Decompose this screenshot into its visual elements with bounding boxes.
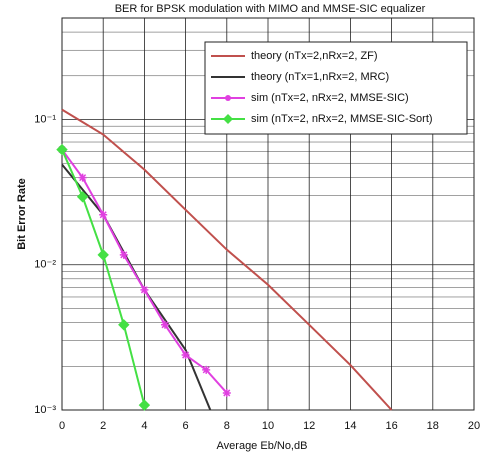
marker: [56, 143, 68, 156]
x-tick-label: 6: [183, 420, 189, 432]
legend-label: theory (nTx=1,nRx=2, MRC): [251, 71, 389, 83]
x-tick-label: 12: [303, 420, 315, 432]
marker: [78, 173, 87, 182]
marker: [202, 365, 211, 374]
y-tick-label: 10⁻¹: [34, 113, 56, 125]
x-tick-label: 10: [262, 420, 274, 432]
marker: [99, 210, 108, 219]
legend-marker: [223, 114, 233, 124]
y-axis-label: Bit Error Rate: [16, 178, 28, 250]
x-tick-label: 8: [224, 420, 230, 432]
marker: [140, 285, 149, 294]
legend-label: sim (nTx=2, nRx=2, MMSE-SIC-Sort): [251, 113, 433, 125]
marker: [118, 319, 130, 331]
marker: [181, 351, 190, 360]
x-tick-label: 2: [100, 420, 106, 432]
series-line: [61, 108, 393, 411]
x-tick-label: 4: [141, 420, 147, 432]
y-tick-label: 10⁻²: [34, 259, 56, 271]
x-tick-label: 20: [468, 420, 480, 432]
x-tick-label: 0: [59, 420, 65, 432]
marker: [161, 320, 169, 329]
legend-box: [204, 41, 468, 135]
x-tick-label: 18: [427, 420, 439, 432]
x-tick-label: 14: [344, 420, 356, 432]
marker: [76, 191, 89, 203]
x-axis-label: Average Eb/No,dB: [217, 440, 308, 452]
y-tick-label: 10⁻³: [34, 404, 56, 416]
legend: theory (nTx=2,nRx=2, ZF) theory (nTx=1,nR…: [204, 41, 468, 135]
marker: [119, 250, 128, 259]
marker: [138, 399, 151, 411]
chart-title: BER for BPSK modulation with MIMO and MM…: [115, 3, 426, 15]
legend-marker: [225, 95, 231, 101]
legend-label: theory (nTx=2,nRx=2, ZF): [251, 50, 378, 62]
marker: [97, 249, 109, 261]
marker: [222, 388, 231, 397]
x-tick-label: 16: [385, 420, 397, 432]
legend-label: sim (nTx=2, nRx=2, MMSE-SIC): [251, 92, 409, 104]
